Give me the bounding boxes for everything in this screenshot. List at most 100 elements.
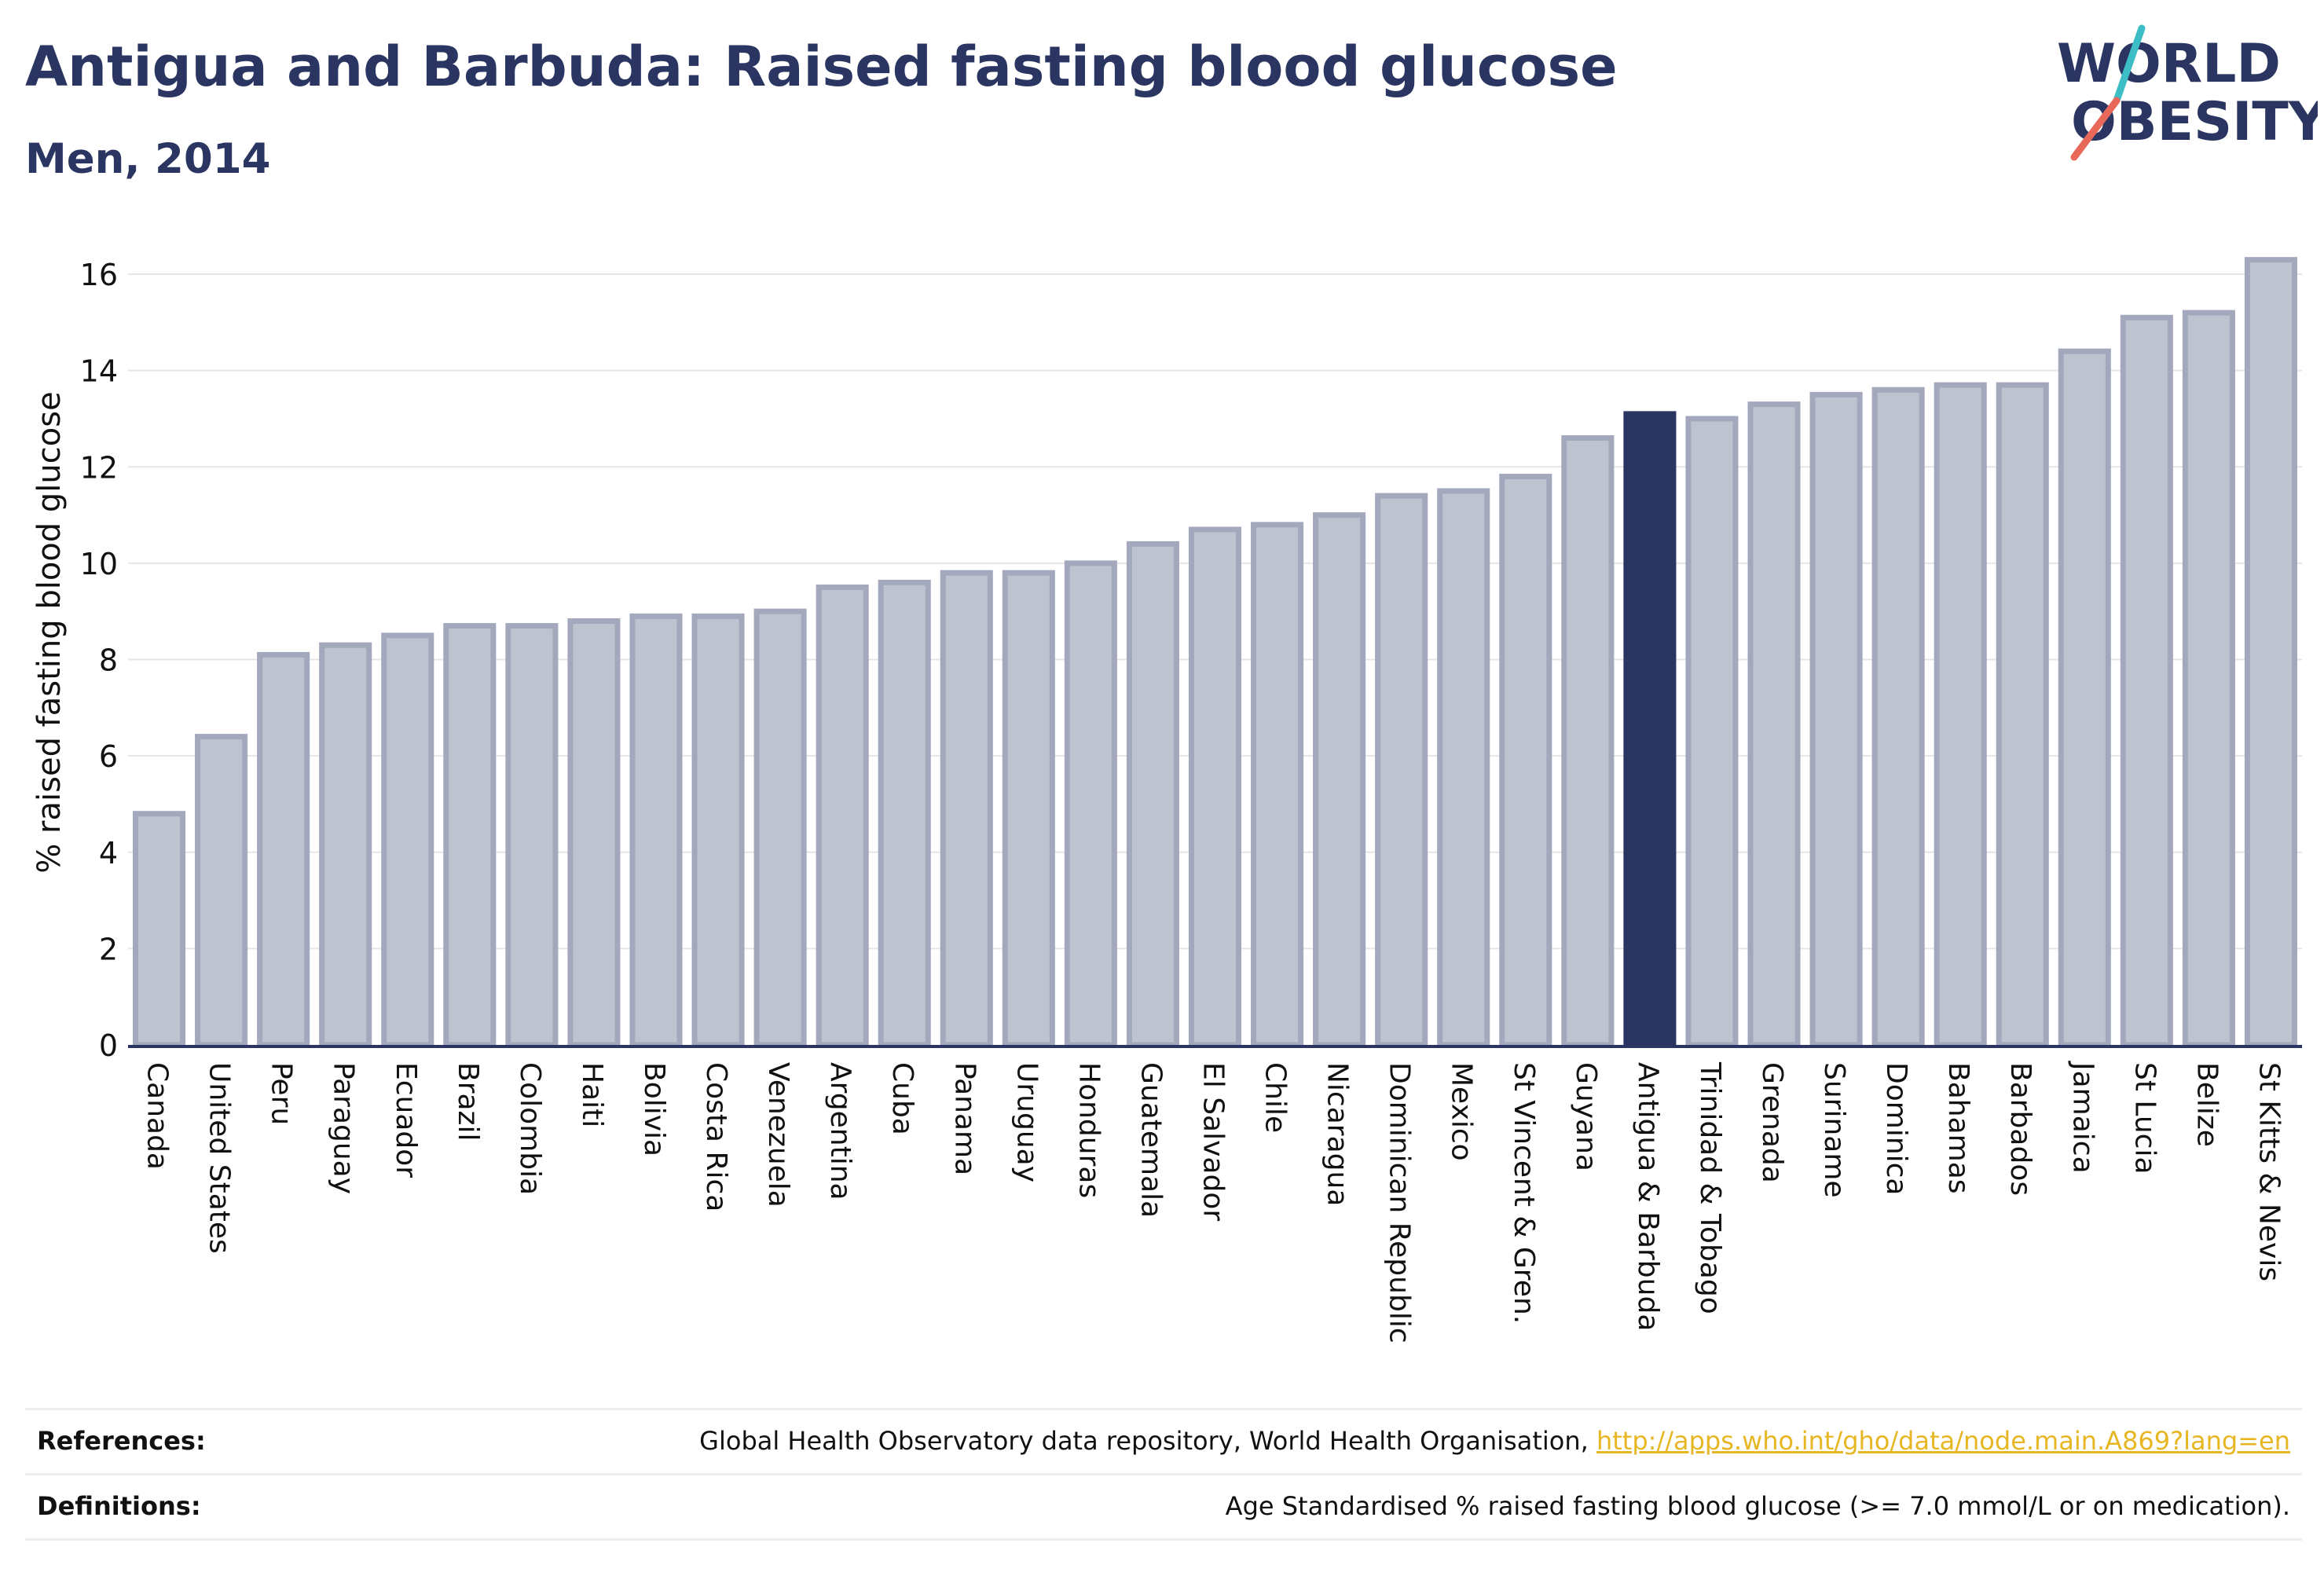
footer-divider-bottom <box>25 1538 2302 1541</box>
bar <box>816 585 869 1048</box>
bar <box>1126 541 1179 1048</box>
y-axis-label: % raised fasting blood glucose <box>31 391 68 873</box>
x-tick-label: St Lucia <box>2128 1062 2161 1175</box>
bar <box>195 734 248 1048</box>
x-tick-label: Brazil <box>452 1062 484 1141</box>
y-tick-label: 10 <box>80 547 118 581</box>
bar <box>1871 387 1925 1048</box>
x-tick-label: Argentina <box>824 1062 856 1200</box>
bar <box>2244 257 2298 1048</box>
bar <box>1002 570 1055 1048</box>
x-tick-label: Mexico <box>1446 1062 1478 1161</box>
bars-layer <box>132 257 2298 1048</box>
x-tick-label: Dominica <box>1880 1062 1912 1196</box>
x-tick-label: Trinidad & Tobago <box>1694 1061 1726 1314</box>
bar <box>1313 512 1366 1048</box>
x-tick-label: Canada <box>141 1062 174 1170</box>
bar <box>1747 401 1801 1048</box>
world-obesity-logo: WORLD OBESITY <box>2057 24 2318 161</box>
axis-layer: 0 2 4 6 8 10 12 14 16 <box>80 258 2302 1063</box>
bar-highlighted <box>1623 411 1677 1048</box>
x-tick-label: St Kitts & Nevis <box>2253 1062 2285 1281</box>
x-tick-label: Barbados <box>2004 1062 2036 1196</box>
bar <box>2120 314 2173 1048</box>
bar <box>319 642 372 1048</box>
y-tick-label: 0 <box>99 1028 118 1063</box>
x-tick-label: United States <box>203 1062 236 1254</box>
bar <box>1499 474 1552 1048</box>
x-tick-label: Jamaica <box>2066 1061 2099 1174</box>
references-label: References: <box>37 1426 206 1456</box>
definitions-value: Age Standardised % raised fasting blood … <box>1225 1491 2290 1521</box>
x-labels-layer: Canada United States Peru Paraguay Ecuador Br… <box>141 1061 2286 1343</box>
bar <box>1188 526 1242 1048</box>
x-tick-label: Grenada <box>1756 1062 1788 1183</box>
y-tick-label: 4 <box>99 836 118 870</box>
x-tick-label: Dominican Republic <box>1384 1062 1416 1343</box>
bar <box>257 651 310 1048</box>
logo-slash-bottom <box>2070 97 2121 161</box>
logo-line1: WORLD <box>2057 33 2281 95</box>
x-tick-label: Guatemala <box>1135 1062 1167 1218</box>
bar <box>1561 435 1615 1048</box>
x-tick-label: Suriname <box>1818 1062 1850 1198</box>
x-tick-label: Panama <box>948 1062 981 1175</box>
chart-title: Antigua and Barbuda: Raised fasting bloo… <box>25 35 1618 99</box>
x-tick-label: Antigua & Barbuda <box>1632 1062 1664 1331</box>
bar <box>878 579 931 1048</box>
y-tick-label: 16 <box>80 258 118 292</box>
bar <box>505 623 559 1048</box>
x-tick-label: Guyana <box>1570 1062 1602 1171</box>
bar-chart: 0 2 4 6 8 10 12 14 16 Canada United States Peru Par… <box>31 257 2302 1343</box>
y-tick-label: 12 <box>80 450 118 485</box>
bar <box>2058 348 2111 1048</box>
references-text: Global Health Observatory data repositor… <box>699 1426 1596 1456</box>
references-link[interactable]: http://apps.who.int/gho/data/node.main.A… <box>1596 1426 2290 1456</box>
y-tick-label: 8 <box>99 643 118 678</box>
x-tick-label: Cuba <box>886 1062 918 1135</box>
x-tick-label: Paraguay <box>328 1062 360 1194</box>
bar <box>691 613 745 1048</box>
bar <box>1437 488 1490 1048</box>
bar <box>381 632 434 1048</box>
y-tick-label: 6 <box>99 739 118 774</box>
logo-slash-top <box>2113 24 2146 104</box>
y-tick-label: 14 <box>80 354 118 389</box>
bar <box>567 618 621 1048</box>
bar <box>1809 391 1863 1048</box>
bar <box>1996 382 2049 1048</box>
x-tick-label: El Salvador <box>1197 1062 1230 1221</box>
x-tick-label: Chile <box>1259 1062 1292 1133</box>
x-tick-label: Colombia <box>514 1062 546 1195</box>
x-tick-label: Uruguay <box>1010 1062 1043 1182</box>
bar <box>1064 560 1117 1048</box>
bar <box>753 608 807 1048</box>
x-tick-label: Belize <box>2190 1062 2223 1147</box>
chart-subtitle: Men, 2014 <box>25 135 271 183</box>
x-tick-label: Honduras <box>1072 1062 1105 1198</box>
bar <box>940 570 993 1048</box>
x-tick-label: Bolivia <box>638 1062 670 1156</box>
definitions-row: Definitions: Age Standardised % raised f… <box>25 1475 2302 1538</box>
x-tick-label: Nicaragua <box>1321 1062 1354 1206</box>
x-tick-label: Haiti <box>576 1062 608 1127</box>
bar <box>629 613 683 1048</box>
x-tick-label: Bahamas <box>1942 1062 1974 1194</box>
x-tick-label: Peru <box>266 1062 298 1125</box>
x-tick-label: Venezuela <box>762 1062 794 1208</box>
bar <box>1251 522 1304 1048</box>
references-value: Global Health Observatory data repositor… <box>699 1426 2290 1456</box>
bar <box>2182 310 2235 1048</box>
definitions-label: Definitions: <box>37 1491 201 1521</box>
footer-divider-middle <box>25 1473 2302 1475</box>
x-tick-label: Costa Rica <box>700 1062 732 1211</box>
footer-divider-top <box>25 1408 2302 1410</box>
bar <box>1685 416 1739 1048</box>
bar <box>1934 382 1987 1048</box>
bar <box>132 811 186 1048</box>
references-row: References: Global Health Observatory da… <box>25 1410 2302 1473</box>
x-tick-label: St Vincent & Gren. <box>1508 1062 1540 1324</box>
x-tick-label: Ecuador <box>390 1062 422 1178</box>
bar <box>1375 493 1428 1048</box>
y-tick-label: 2 <box>99 932 118 966</box>
